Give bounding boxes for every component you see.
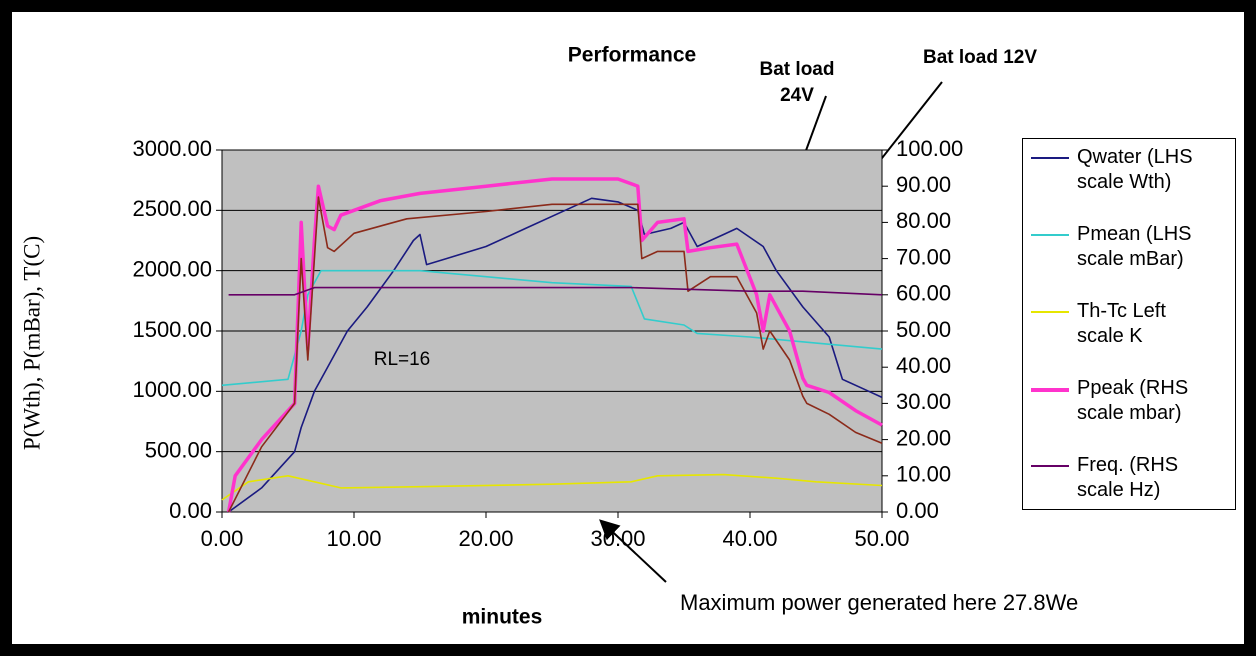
legend-label: Ppeak (RHS scale mbar) bbox=[1077, 377, 1189, 424]
y-tick-label: 500.00 bbox=[145, 437, 212, 462]
annotation: Bat load bbox=[760, 59, 835, 80]
legend-swatch bbox=[1031, 234, 1069, 236]
x-tick-label: 40.00 bbox=[722, 526, 777, 551]
legend-entry: Freq. (RHS scale Hz) bbox=[1027, 453, 1231, 503]
y-tick-label: 0.00 bbox=[169, 498, 212, 523]
annotation: Bat load 12V bbox=[923, 47, 1037, 68]
x-tick-label: 30.00 bbox=[590, 526, 645, 551]
annotation: Maximum power generated here 27.8We bbox=[680, 590, 1078, 615]
annotation: 24V bbox=[780, 85, 814, 106]
legend-entry: Qwater (LHS scale Wth) bbox=[1027, 145, 1231, 195]
x-tick-label: 50.00 bbox=[854, 526, 909, 551]
y2-tick-label: 50.00 bbox=[896, 317, 951, 342]
series-line bbox=[221, 473, 883, 501]
legend-entry: Ppeak (RHS scale mbar) bbox=[1027, 376, 1231, 426]
y-tick-label: 2500.00 bbox=[132, 196, 212, 221]
y2-tick-label: 0.00 bbox=[896, 498, 939, 523]
annotation-arrow bbox=[599, 519, 667, 583]
legend-label: Pmean (LHS scale mBar) bbox=[1077, 223, 1192, 270]
legend-entry: Th-Tc Left scale K bbox=[1027, 299, 1231, 349]
y2-tick-label: 90.00 bbox=[896, 172, 951, 197]
x-tick-label: 10.00 bbox=[326, 526, 381, 551]
legend-label: Th-Tc Left scale K bbox=[1077, 300, 1166, 347]
chart-frame: Performance minutes P(Wth), P(mBar), T(C… bbox=[12, 12, 1244, 644]
legend-entry: Pmean (LHS scale mBar) bbox=[1027, 222, 1231, 272]
y2-tick-label: 100.00 bbox=[896, 136, 963, 161]
y2-tick-label: 70.00 bbox=[896, 244, 951, 269]
y2-tick-label: 10.00 bbox=[896, 462, 951, 487]
y2-tick-label: 20.00 bbox=[896, 425, 951, 450]
y2-tick-label: 60.00 bbox=[896, 281, 951, 306]
y-tick-label: 3000.00 bbox=[132, 136, 212, 161]
x-tick-label: 20.00 bbox=[458, 526, 513, 551]
legend-swatch bbox=[1031, 388, 1069, 392]
chart-title: Performance bbox=[568, 44, 696, 67]
legend: Qwater (LHS scale Wth) Pmean (LHS scale m… bbox=[1022, 138, 1236, 510]
legend-swatch bbox=[1031, 465, 1069, 467]
legend-label: Qwater (LHS scale Wth) bbox=[1077, 146, 1193, 193]
y-axis-label: P(Wth), P(mBar), T(C) bbox=[19, 236, 44, 450]
legend-swatch bbox=[1031, 311, 1069, 313]
y2-tick-label: 40.00 bbox=[896, 353, 951, 378]
legend-swatch bbox=[1031, 157, 1069, 159]
series-line bbox=[228, 286, 883, 296]
legend-label: Freq. (RHS scale Hz) bbox=[1077, 454, 1179, 501]
y-tick-label: 1000.00 bbox=[132, 377, 212, 402]
series-line bbox=[221, 269, 883, 387]
y2-tick-label: 30.00 bbox=[896, 389, 951, 414]
x-axis-label: minutes bbox=[462, 606, 543, 629]
y-tick-label: 1500.00 bbox=[132, 317, 212, 342]
annotation: RL=16 bbox=[374, 349, 431, 370]
x-tick-label: 0.00 bbox=[201, 526, 244, 551]
series-line bbox=[227, 196, 883, 513]
chart: Performance minutes P(Wth), P(mBar), T(C… bbox=[19, 44, 1078, 629]
y2-tick-label: 80.00 bbox=[896, 208, 951, 233]
y-tick-label: 2000.00 bbox=[132, 256, 212, 281]
